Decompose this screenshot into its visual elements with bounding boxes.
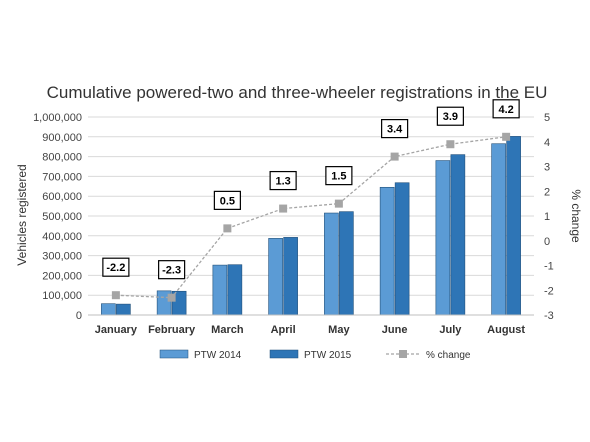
chart-title: Cumulative powered-two and three-wheeler… (47, 83, 548, 102)
bar (116, 303, 131, 316)
x-tick-label: May (328, 324, 350, 336)
y-axis-label: Vehicles registered (15, 164, 29, 265)
bar (394, 182, 410, 316)
data-label: 1.5 (331, 171, 346, 183)
data-label-box (325, 166, 353, 186)
axes: 0 100,000 200,000 300,000 400,000 500,000 600,… (33, 112, 554, 336)
line-marker (167, 293, 176, 302)
y-tick-label: 200,000 (42, 270, 82, 282)
y-tick-label: 700,000 (42, 171, 82, 183)
data-label-box (158, 260, 186, 280)
bar (379, 186, 395, 316)
line-marker (223, 224, 232, 233)
data-labels: -2.2 -2.3 0.5 1.3 1.5 3.4 3.9 4.2 (102, 99, 520, 280)
y2-tick-label: -2 (544, 285, 554, 297)
bar (491, 143, 506, 316)
data-label-box (381, 118, 409, 139)
legend-swatch (159, 349, 189, 359)
legend-swatch (269, 349, 299, 359)
y2-tick-label: 0 (544, 236, 550, 248)
y2-tick-label: 5 (544, 112, 550, 124)
legend: PTW 2014 PTW 2015 % change (159, 349, 471, 361)
line-marker (111, 291, 120, 300)
data-label: -2.2 (106, 262, 125, 274)
bar (339, 211, 354, 316)
x-tick-label: August (487, 324, 525, 336)
x-tick-label: July (439, 324, 462, 336)
x-tick-label: April (271, 324, 296, 336)
data-label-box (102, 257, 130, 277)
gridlines (88, 116, 534, 316)
bar (435, 160, 451, 316)
data-label-box (269, 170, 297, 191)
legend-marker (399, 350, 407, 358)
y-tick-label: 600,000 (42, 191, 82, 203)
bars (101, 136, 521, 316)
data-label-box (213, 190, 241, 210)
bar (450, 154, 466, 316)
y-tick-label: 0 (76, 310, 82, 322)
data-label: -2.3 (162, 265, 181, 277)
x-tick-label: March (211, 324, 244, 336)
bar (212, 264, 228, 316)
series-line (115, 136, 507, 299)
y-tick-label: 1,000,000 (33, 112, 82, 124)
y2-tick-label: 3 (544, 162, 550, 174)
bar (227, 264, 243, 316)
line-marker (502, 132, 511, 141)
data-label-box (492, 99, 520, 119)
y2-tick-label: 2 (544, 186, 550, 198)
line-marker (334, 199, 343, 208)
y-tick-label: 300,000 (42, 251, 82, 263)
percent-change-line (111, 132, 511, 302)
y2-tick-label: -3 (544, 310, 554, 322)
legend-label: PTW 2015 (304, 350, 352, 361)
x-tick-label: February (148, 324, 196, 336)
line-marker (390, 152, 399, 161)
bar (324, 212, 339, 316)
y-tick-label: 500,000 (42, 211, 82, 223)
data-label-box (436, 106, 464, 126)
y2-tick-label: 4 (544, 137, 550, 149)
legend-label: PTW 2014 (194, 350, 242, 361)
line-marker (446, 140, 455, 149)
y-tick-label: 800,000 (42, 152, 82, 164)
data-label: 3.9 (443, 111, 458, 123)
bar (506, 136, 521, 316)
data-label: 4.2 (498, 104, 513, 116)
bar (268, 238, 283, 316)
data-label: 0.5 (220, 195, 235, 207)
bar (101, 303, 116, 316)
legend-label: % change (426, 350, 471, 361)
data-label: 1.3 (275, 176, 290, 188)
y-tick-label: 100,000 (42, 290, 82, 302)
y2-tick-label: 1 (544, 211, 550, 223)
y2-tick-label: -1 (544, 261, 554, 273)
data-label: 3.4 (387, 124, 403, 136)
x-tick-label: January (95, 324, 138, 336)
y-tick-label: 400,000 (42, 231, 82, 243)
x-tick-label: June (382, 324, 408, 336)
bar (283, 237, 298, 316)
y2-axis-label: % change (569, 189, 583, 243)
y-tick-label: 900,000 (42, 132, 82, 144)
line-marker (279, 204, 288, 213)
